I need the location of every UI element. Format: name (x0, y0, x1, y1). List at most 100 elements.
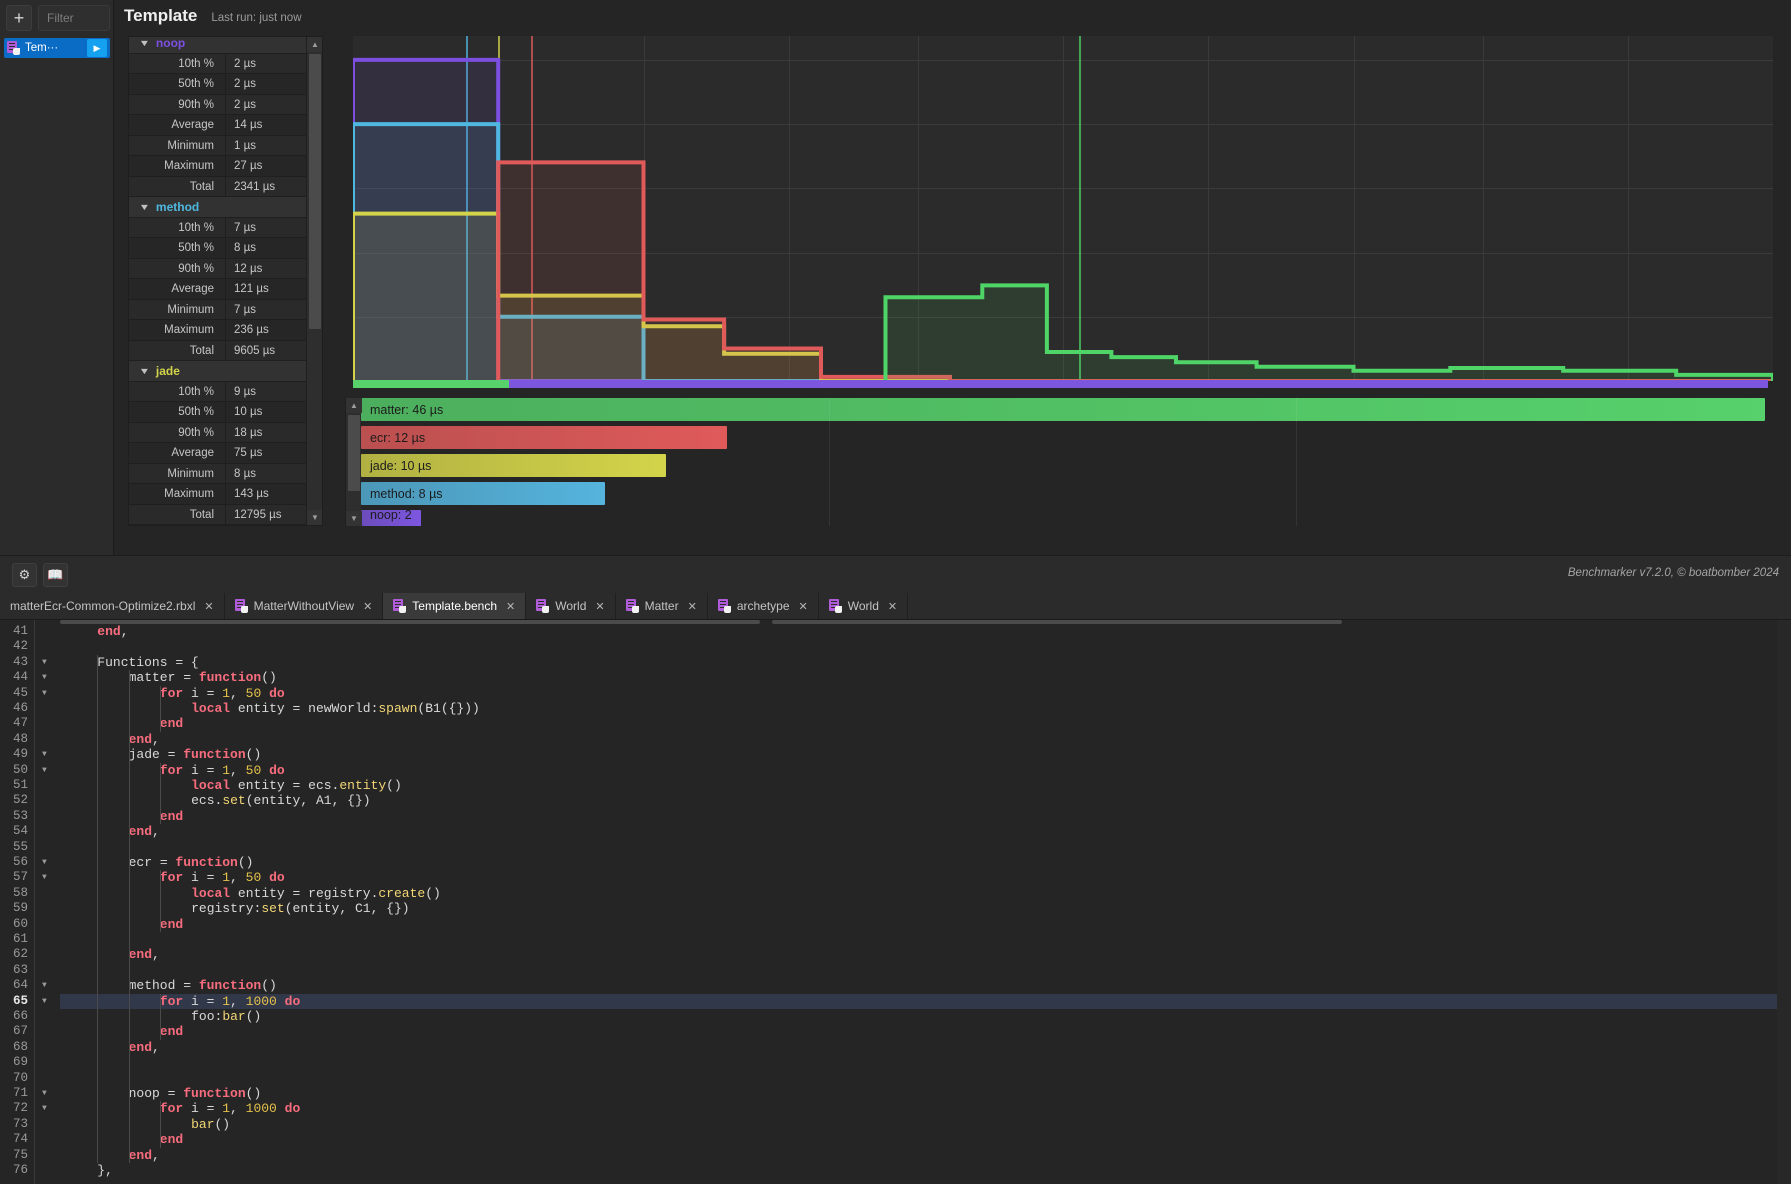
legend-gridline (828, 398, 830, 526)
script-tab-label: World (555, 599, 587, 613)
line-number: 45 (12, 685, 28, 700)
stats-key: 10th % (178, 385, 214, 398)
script-tab-0[interactable]: matterEcr-Common-Optimize2.rbxl ✕ (0, 593, 225, 619)
line-number: 76 (12, 1163, 28, 1177)
stats-key: Total (189, 508, 214, 521)
fold-column[interactable]: ▼ ▼ ▼ ▼ ▼ ▼ ▼ ▼ ▼ ▼ ▼ (36, 620, 60, 1184)
legend-bar[interactable]: method: 8 µs (361, 482, 606, 505)
code-editor[interactable]: 41 42 43 44 45 46 47 48 49 50 51 52 53 54 55 56 57 58 59 60… (0, 620, 1791, 1184)
stats-group-header[interactable]: ▼ method (129, 197, 307, 218)
stats-row: Average 121 µs (129, 279, 307, 300)
fold-toggle-icon[interactable]: ▼ (42, 996, 47, 1006)
script-tab-1[interactable]: MatterWithoutView ✕ (224, 593, 384, 619)
add-benchmark-button[interactable]: + (6, 5, 32, 31)
scroll-down-arrow-icon[interactable]: ▼ (307, 510, 322, 525)
stats-key: 90th % (178, 426, 214, 439)
stats-row: 10th % 2 µs (129, 53, 307, 74)
legend-bar[interactable]: jade: 10 µs (361, 454, 666, 477)
editor-hscroll-thumb-b[interactable] (772, 620, 1342, 624)
fold-toggle-icon[interactable]: ▼ (42, 765, 47, 775)
book-icon[interactable]: 📖 (43, 563, 68, 587)
stats-key: Minimum (167, 467, 214, 480)
fold-toggle-icon[interactable]: ▼ (42, 1104, 47, 1114)
fold-toggle-icon[interactable]: ▼ (42, 688, 47, 698)
stats-key: 90th % (178, 98, 214, 111)
stats-scroll-thumb[interactable] (309, 54, 321, 329)
script-tab-5[interactable]: archetype ✕ (707, 593, 819, 619)
close-icon[interactable]: ✕ (887, 600, 898, 613)
legend-bar[interactable]: matter: 46 µs (361, 398, 1765, 421)
stats-group-header[interactable]: ▼ noop (129, 37, 307, 54)
stats-row: 10th % 7 µs (129, 217, 307, 238)
indent-guide (159, 1101, 161, 1148)
close-icon[interactable]: ✕ (595, 600, 605, 613)
script-tab-6[interactable]: World ✕ (818, 593, 909, 619)
legend-scroll-thumb[interactable] (348, 415, 360, 491)
close-icon[interactable]: ✕ (204, 600, 214, 613)
benchmarker-panel: + Filter Tem··· ▶ Template Last run: jus… (0, 0, 1791, 587)
code-line: noop = function() (128, 1086, 262, 1101)
chevron-down-icon[interactable]: ▼ (138, 201, 151, 212)
filter-input[interactable]: Filter (38, 5, 110, 31)
legend-bar[interactable]: noop: 2 µs (361, 507, 422, 527)
script-tab-3[interactable]: World ✕ (526, 593, 616, 619)
fold-toggle-icon[interactable]: ▼ (42, 981, 47, 991)
run-benchmark-button[interactable]: ▶ (87, 39, 107, 57)
stats-scrollbar[interactable]: ▲ ▼ (306, 37, 322, 525)
fold-toggle-icon[interactable]: ▼ (42, 673, 47, 683)
sidebar-item-template[interactable]: Tem··· ▶ (4, 38, 110, 58)
fold-toggle-icon[interactable]: ▼ (42, 1089, 47, 1098)
fold-toggle-icon[interactable]: ▼ (42, 858, 47, 867)
chevron-down-icon[interactable]: ▼ (138, 37, 151, 48)
line-number: 54 (12, 824, 28, 839)
stats-value: 18 µs (225, 422, 307, 442)
legend-bar-label: noop: 2 µs (370, 507, 412, 527)
script-icon (625, 599, 639, 613)
script-icon (393, 599, 407, 613)
script-tab-4[interactable]: Matter ✕ (615, 593, 708, 619)
fold-toggle-icon[interactable]: ▼ (42, 750, 47, 760)
line-number: 48 (12, 731, 28, 746)
chart-average-marker (530, 36, 533, 381)
editor-hscroll-thumb-a[interactable] (60, 620, 760, 624)
code-content[interactable]: end, Functions = {matter = function() for … (60, 620, 1791, 1184)
line-number: 66 (12, 1009, 28, 1023)
fold-toggle-icon[interactable]: ▼ (42, 657, 47, 667)
stats-value: 2341 µs (225, 176, 307, 196)
stats-value: 2 µs (225, 53, 307, 73)
scroll-up-arrow-icon[interactable]: ▲ (307, 37, 322, 52)
editor-scrollbar[interactable] (1777, 620, 1791, 1184)
stats-key: 10th % (178, 221, 214, 234)
indent-guide (159, 762, 161, 825)
fold-toggle-icon[interactable]: ▼ (42, 873, 47, 883)
stats-row: Average 14 µs (129, 115, 307, 136)
script-icon (7, 41, 20, 55)
stats-key: Average (171, 447, 214, 459)
chevron-down-icon[interactable]: ▼ (138, 365, 151, 376)
code-line: Functions = { (97, 654, 199, 670)
gear-icon[interactable]: ⚙ (12, 563, 37, 587)
stats-key: Average (171, 283, 214, 295)
code-line: for i = 1, 1000 do (159, 1101, 301, 1117)
stats-group-header[interactable]: ▼ jade (129, 361, 307, 382)
code-line: for i = 1, 50 do (159, 685, 285, 701)
stats-value: 143 µs (225, 484, 307, 504)
legend-bar[interactable]: ecr: 12 µs (361, 426, 728, 449)
stats-value: 8 µs (225, 238, 307, 258)
sidebar-item-label: Tem··· (25, 42, 59, 54)
stats-value: 236 µs (225, 320, 307, 340)
close-icon[interactable]: ✕ (506, 600, 516, 613)
legend-scrollbar[interactable]: ▲ ▼ (345, 398, 362, 526)
legend-scroll-down-arrow-icon[interactable]: ▼ (346, 511, 362, 526)
chart-series-noop (353, 57, 1773, 381)
close-icon[interactable]: ✕ (798, 600, 808, 613)
script-tab-2[interactable]: Template.bench ✕ (383, 593, 527, 619)
indent-guide (128, 670, 130, 1163)
stats-key: Maximum (164, 160, 214, 172)
line-number: 69 (12, 1055, 28, 1070)
close-icon[interactable]: ✕ (687, 600, 697, 613)
close-icon[interactable]: ✕ (363, 600, 373, 613)
chart-average-marker (466, 36, 468, 381)
legend-scroll-up-arrow-icon[interactable]: ▲ (346, 398, 362, 413)
line-number: 60 (12, 916, 28, 931)
